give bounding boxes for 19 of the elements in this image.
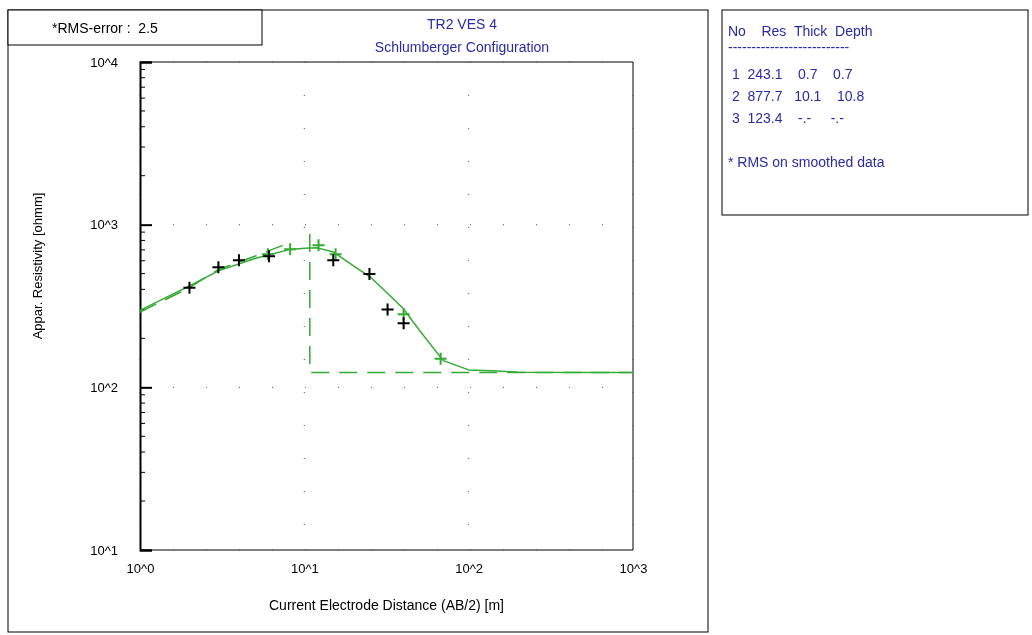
text: *RMS-error : 2.5 <box>52 20 159 36</box>
text: 2 877.7 10.1 10.8 <box>728 88 865 104</box>
y-tick-label: 10^1 <box>90 542 118 558</box>
x-tick-label: 10^2 <box>455 561 484 577</box>
text: No Res Thick Depth <box>728 23 873 39</box>
y-axis-title: Appar. Resistivity [ohmm] <box>30 192 45 340</box>
x-tick-label: 10^1 <box>290 561 319 577</box>
text: * RMS on smoothed data <box>728 154 885 170</box>
chart-title: TR2 VES 4 <box>426 16 498 32</box>
x-tick-label: 10^3 <box>619 561 648 577</box>
text: 1 243.1 0.7 0.7 <box>728 66 853 82</box>
text: -------------------------- <box>728 39 850 55</box>
y-tick-label: 10^3 <box>90 217 118 233</box>
chart-subtitle: Schlumberger Configuration <box>374 39 550 55</box>
x-tick-label: 10^0 <box>126 561 155 577</box>
text: 3 123.4 -.- -.- <box>728 110 845 126</box>
y-tick-label: 10^4 <box>90 54 118 70</box>
y-tick-label: 10^2 <box>90 379 118 395</box>
x-axis-title: Current Electrode Distance (AB/2) [m] <box>269 597 504 613</box>
